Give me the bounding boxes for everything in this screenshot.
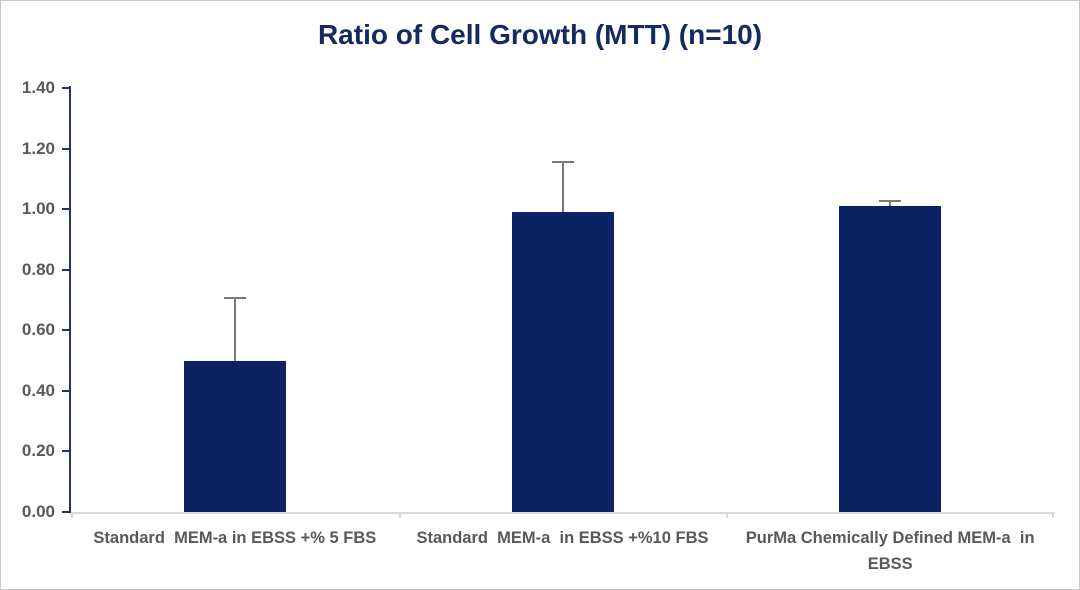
chart-title: Ratio of Cell Growth (MTT) (n=10) [317,19,763,50]
error-bar-cap [879,200,902,203]
y-tick-mark [62,87,71,89]
error-bar-cap [223,296,246,299]
y-tick-mark [62,450,71,453]
error-bar-whisker [561,160,564,213]
y-tick-mark [62,389,71,392]
x-category-label: Standard MEM-a in EBSS +%10 FBS [416,529,709,547]
y-tick-label: 1.20 [21,138,55,158]
x-boundary-tick [71,512,73,518]
y-tick-label: 1.00 [21,199,55,219]
y-tick-mark [62,268,71,271]
y-tick-label: 0.40 [21,380,55,400]
y-tick-label: 0.80 [21,259,55,279]
y-tick-label: 0.00 [21,502,55,521]
bar [511,212,614,512]
x-boundary-tick [398,512,401,518]
y-tick-mark [62,329,71,332]
error-bar-whisker [889,200,892,207]
error-bar-whisker [233,296,236,361]
y-tick-label: 1.40 [21,78,55,97]
bar [839,206,942,512]
bar [183,360,286,512]
x-category-label: Standard MEM-a in EBSS +% 5 FBS [93,529,377,547]
y-tick-label: 0.20 [21,441,55,461]
y-tick-mark [62,147,71,150]
x-axis-line [69,512,1055,514]
x-boundary-tick [726,512,729,518]
y-tick-mark [62,511,71,513]
x-category-label: PurMa Chemically Defined MEM-a in EBSS [745,529,1040,573]
plot-area: 1.40 1.20 1.00 0.80 0.60 0.40 0.20 0.00 Standard… [22,78,1055,573]
y-axis-line [69,86,71,512]
error-bar-cap [551,160,574,163]
y-tick-label: 0.60 [21,320,55,340]
y-tick-mark [62,208,71,211]
x-boundary-tick [1052,512,1054,518]
